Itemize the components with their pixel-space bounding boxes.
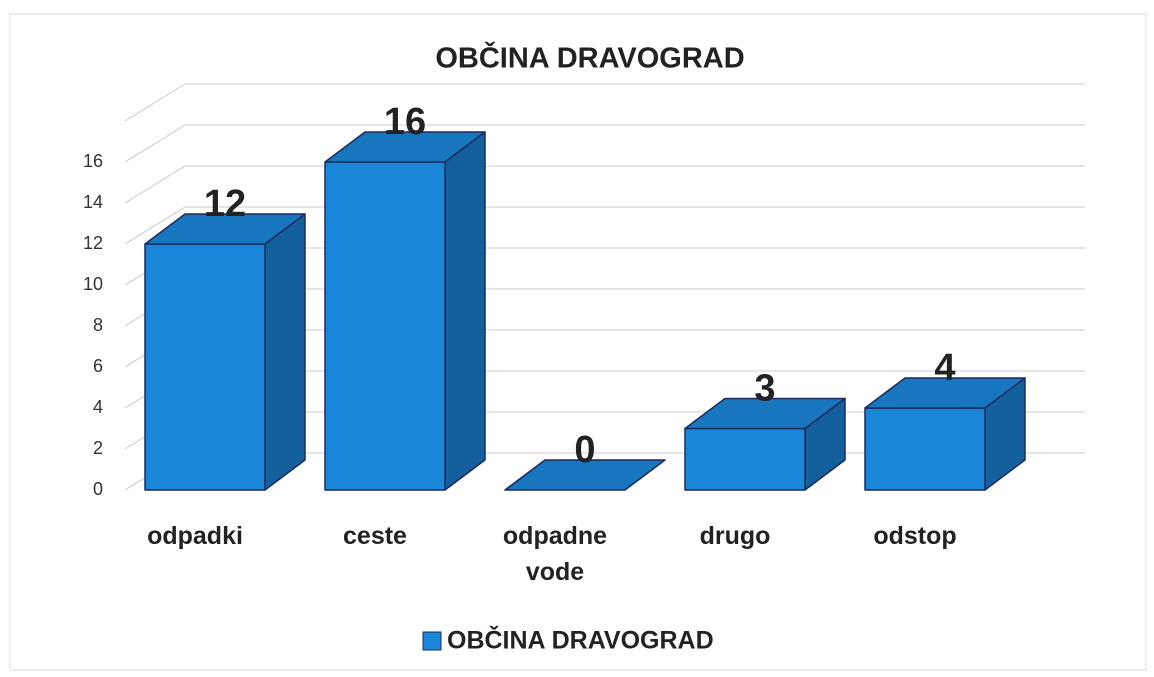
bar-front [144,243,266,491]
y-tick-label: 2 [93,438,103,458]
y-tick-label: 6 [93,356,103,376]
y-tick-label: 16 [83,151,103,171]
y-tick-label: 10 [83,274,103,294]
y-tick-label: 14 [83,192,103,212]
y-tick-label: 0 [93,479,103,499]
bar-top [144,213,306,245]
bar-top [504,459,666,491]
bar-top [684,397,846,430]
data-label: 3 [754,368,775,410]
bar-side [444,131,486,491]
x-tick-label: odpadki [147,522,243,550]
x-tick-label: odpadne vode [502,522,608,586]
bar-side [264,213,306,491]
bar-top [864,377,1026,409]
bar-top [324,131,486,163]
grid-line [124,165,1085,204]
grid-line [124,124,1085,163]
y-tick-label: 8 [93,315,103,335]
wall-edge [124,83,186,122]
x-tick-label: odstop [873,522,957,550]
frame [9,13,1147,671]
legend-swatch [422,631,442,651]
x-tick-label: drugo [699,522,771,550]
x-tick-label: ceste [343,522,407,550]
data-label: 12 [204,183,246,225]
data-label: 4 [934,347,955,389]
data-label: 16 [384,101,426,143]
y-tick-label: 4 [93,397,103,417]
bar-front [684,427,806,491]
chart-title: OBČINA DRAVOGRAD [435,41,744,75]
grid-line [124,206,1085,245]
data-label: 0 [574,429,595,471]
bar-front [864,407,986,491]
y-tick-label: 12 [83,233,103,253]
legend-label: OBČINA DRAVOGRAD [447,625,714,655]
bar-front [324,161,446,491]
